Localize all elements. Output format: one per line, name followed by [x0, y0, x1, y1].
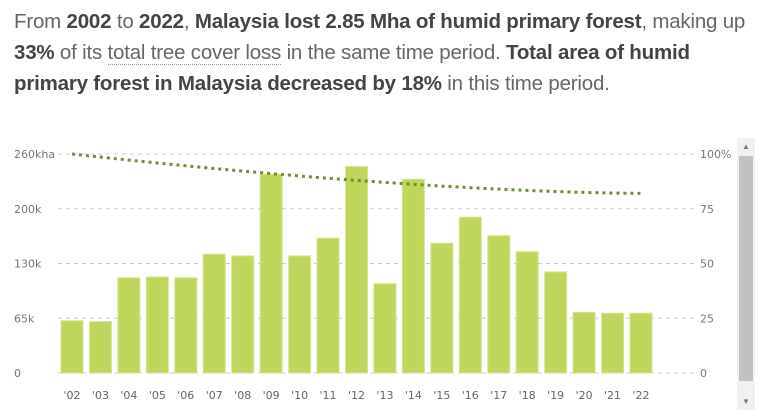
y2-tick-label: 0: [700, 367, 707, 380]
x-tick-label: '11: [320, 389, 337, 402]
x-tick-label: '21: [604, 389, 621, 402]
bar-04: [117, 277, 141, 374]
bar-11: [316, 237, 340, 374]
x-tick-label: '22: [632, 389, 649, 402]
summary-fragment: in the same time period.: [281, 41, 507, 64]
bar-09: [259, 173, 283, 374]
bar-series: [60, 166, 653, 374]
bar-07: [202, 253, 226, 374]
bar-03: [88, 321, 112, 374]
bar-19: [544, 271, 568, 374]
summary-text: From 2002 to 2022, Malaysia lost 2.85 Mh…: [14, 6, 754, 99]
x-tick-label: '09: [263, 389, 280, 402]
bar-20: [572, 311, 596, 374]
bar-02: [60, 320, 84, 374]
x-tick-label: '03: [92, 389, 109, 402]
start-year: 2002: [66, 10, 112, 33]
y2-tick-label: 50: [700, 258, 714, 271]
scroll-up-arrow-icon[interactable]: ▲: [742, 142, 750, 151]
x-tick-label: '16: [462, 389, 479, 402]
x-tick-label: '17: [490, 389, 507, 402]
x-tick-label: '12: [348, 389, 365, 402]
x-tick-label: '15: [433, 389, 450, 402]
tree-cover-loss-tooltip-link[interactable]: total tree cover loss: [107, 41, 282, 65]
chart-scrollbar[interactable]: ▲ ▼: [737, 138, 755, 410]
forest-loss-chart: 0 65k 130k 200k 260kha 0 25 50 75 100% '02 '03 '04…: [14, 148, 731, 402]
x-tick-label: '10: [291, 389, 308, 402]
y-tick-label: 260kha: [14, 148, 55, 161]
bar-18: [515, 251, 539, 374]
y-tick-label: 0: [14, 367, 21, 380]
bar-21: [601, 312, 625, 374]
summary-fragment: of its: [54, 41, 108, 64]
bar-06: [174, 277, 198, 374]
x-tick-label: '19: [547, 389, 564, 402]
x-tick-label: '08: [234, 389, 251, 402]
right-y-axis: 0 25 50 75 100%: [700, 148, 731, 380]
area-statement: Total area of humid primary forest in Ma…: [14, 41, 690, 95]
x-tick-label: '13: [376, 389, 393, 402]
bar-17: [487, 235, 511, 374]
x-tick-label: '20: [576, 389, 593, 402]
summary-fragment: ,: [183, 10, 195, 33]
bar-22: [629, 312, 653, 374]
y-tick-label: 200k: [14, 203, 42, 216]
summary-fragment: From: [14, 10, 67, 33]
loss-statement: Malaysia lost 2.85 Mha of humid primary …: [194, 10, 642, 33]
bar-12: [345, 166, 368, 374]
y-tick-label: 65k: [14, 312, 35, 325]
x-tick-label: '04: [120, 389, 137, 402]
x-tick-label: '18: [519, 389, 536, 402]
scrollbar-thumb[interactable]: [739, 156, 753, 381]
y2-tick-label: 25: [700, 312, 714, 325]
bar-08: [231, 255, 255, 374]
x-tick-label: '02: [63, 389, 80, 402]
scroll-down-arrow-icon[interactable]: ▼: [742, 397, 750, 406]
bar-14: [401, 178, 425, 374]
y-tick-label: 130k: [14, 258, 42, 271]
y2-tick-label: 75: [700, 203, 714, 216]
x-tick-label: '14: [405, 389, 422, 402]
bar-10: [288, 255, 312, 374]
bar-13: [373, 283, 397, 374]
summary-fragment: , making up: [641, 10, 746, 33]
end-year: 2022: [139, 10, 184, 33]
y2-tick-label: 100%: [700, 148, 731, 161]
bar-05: [145, 276, 169, 374]
x-tick-label: '05: [149, 389, 166, 402]
x-tick-label: '06: [177, 389, 194, 402]
x-axis: '02 '03 '04 '05 '06 '07 '08 '09 '10 '11 '12 '13 '14 '…: [63, 389, 649, 402]
bar-15: [430, 242, 454, 374]
summary-fragment: in this time period.: [441, 72, 610, 95]
bar-16: [458, 216, 482, 374]
summary-fragment: to: [111, 10, 140, 33]
loss-share: 33%: [14, 41, 55, 64]
left-y-axis: 0 65k 130k 200k 260kha: [14, 148, 55, 380]
x-tick-label: '07: [206, 389, 223, 402]
